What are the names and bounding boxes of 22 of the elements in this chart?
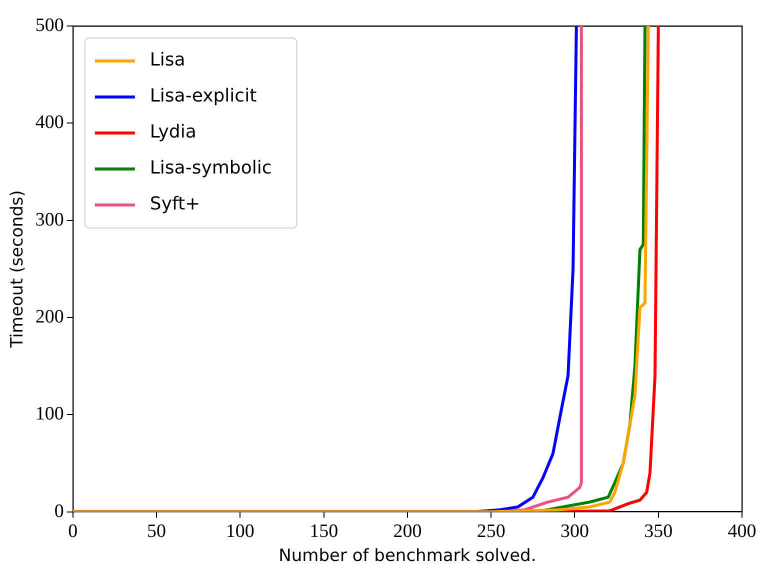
y-tick-label: 300 — [35, 209, 64, 230]
y-tick-label: 0 — [54, 500, 64, 522]
x-tick-label: 300 — [560, 521, 589, 542]
x-tick-label: 250 — [476, 521, 506, 542]
x-tick-label: 200 — [393, 521, 422, 542]
x-axis-title: Number of benchmark solved. — [278, 546, 536, 566]
x-tick-label: 350 — [644, 521, 673, 542]
x-tick-label: 400 — [728, 521, 756, 542]
x-tick-label: 100 — [226, 521, 254, 542]
legend-label: Lisa-symbolic — [150, 158, 272, 179]
x-tick-label: 50 — [147, 521, 166, 542]
x-tick-label: 0 — [68, 521, 78, 542]
legend-label: Lisa-explicit — [150, 86, 257, 107]
y-tick-label: 100 — [35, 404, 64, 425]
legend-label: Lisa — [150, 50, 186, 71]
legend-label: Lydia — [150, 122, 196, 143]
y-axis-title: Timeout (seconds) — [8, 190, 28, 349]
x-tick-label: 150 — [310, 521, 338, 542]
y-tick-label: 500 — [35, 14, 64, 36]
y-tick-label: 200 — [35, 306, 64, 328]
legend-label: Syft+ — [150, 194, 200, 215]
y-tick-label: 400 — [35, 112, 64, 134]
